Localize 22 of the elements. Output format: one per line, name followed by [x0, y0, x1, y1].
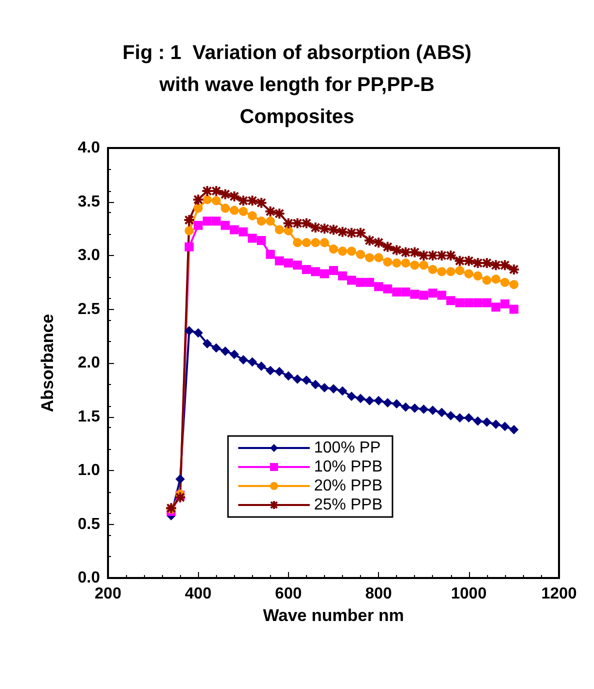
legend-label: 10% PPB — [314, 458, 382, 476]
legend-label: 25% PPB — [314, 496, 382, 514]
x-axis-title: Wave number nm — [262, 606, 404, 625]
legend-label: 20% PPB — [314, 478, 382, 494]
y-tick-label: 2.5 — [78, 300, 100, 318]
x-tick-label: 600 — [275, 586, 302, 602]
y-axis-title: Absorbance — [38, 314, 57, 412]
x-tick-label: 400 — [184, 586, 212, 602]
y-tick-label: 2.0 — [78, 354, 100, 372]
y-tick-label: 0.5 — [78, 516, 100, 533]
x-tick-label: 1200 — [541, 586, 577, 602]
y-tick-label: 3.5 — [78, 193, 100, 210]
x-tick-label: 200 — [94, 586, 122, 602]
y-tick-label: 4.0 — [78, 140, 100, 156]
x-tick-label: 800 — [365, 586, 392, 602]
legend-label: 100% PP — [314, 440, 381, 456]
chart-title: Fig : 1 Variation of absorption (ABS) with wave length for PP,PP-B Composites — [122, 42, 472, 128]
y-tick-label: 1.5 — [78, 408, 100, 426]
y-tick-label: 0.0 — [78, 570, 100, 586]
x-tick-label: 1000 — [451, 586, 487, 602]
y-tick-label: 3.0 — [78, 247, 100, 264]
y-tick-label: 1.0 — [78, 462, 100, 479]
